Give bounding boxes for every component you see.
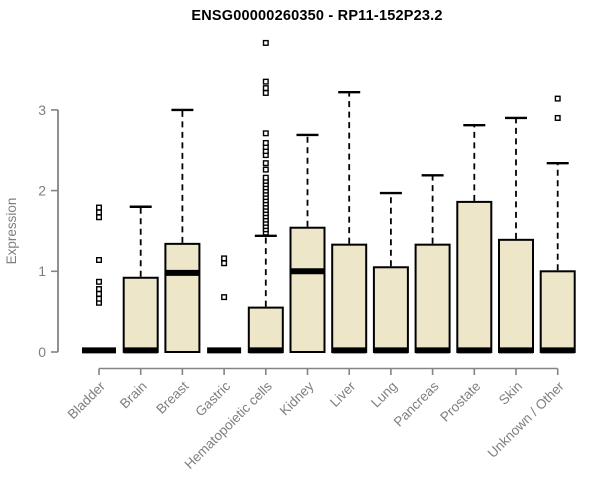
outlier-point — [262, 166, 269, 173]
outlier-point — [262, 139, 269, 146]
x-axis-label-brain: Brain — [117, 379, 150, 412]
x-axis-label-prostate: Prostate — [437, 379, 483, 425]
outlier-point — [95, 278, 102, 285]
box-group-hematopoietic-cells — [247, 39, 284, 354]
outlier-point — [262, 130, 269, 137]
outlier-point — [262, 85, 269, 92]
box-group-skin — [498, 116, 534, 354]
box-group-breast — [164, 108, 201, 353]
chart-title: ENSG00000260350 - RP11-152P23.2 — [191, 8, 443, 24]
y-tick-label: 3 — [38, 102, 46, 118]
x-axis-label-breast: Breast — [153, 378, 191, 416]
box-rect — [164, 242, 201, 353]
outlier-point — [262, 39, 269, 46]
box-rect — [122, 276, 159, 354]
x-axis-label-liver: Liver — [327, 378, 359, 410]
outlier-point — [221, 294, 228, 301]
box-group-gastric — [207, 255, 242, 354]
outlier-point — [262, 174, 269, 181]
x-axis-label-gastric: Gastric — [192, 378, 233, 419]
box-rect — [456, 200, 493, 353]
box-rect — [498, 238, 534, 353]
outlier-point — [221, 260, 228, 267]
box-group-unknown-other — [539, 95, 576, 354]
outlier-point — [95, 209, 102, 216]
x-axis-label-unknown-other: Unknown / Other — [485, 378, 568, 461]
x-axis-label-lung: Lung — [368, 379, 400, 411]
y-axis-title: Expression — [4, 198, 19, 265]
outlier-point — [554, 95, 561, 102]
y-tick-label: 0 — [38, 344, 46, 360]
x-axis-label-pancreas: Pancreas — [391, 378, 442, 429]
outlier-point — [262, 78, 269, 85]
outlier-point — [95, 295, 102, 302]
box-group-bladder — [82, 204, 116, 354]
box-group-pancreas — [414, 174, 451, 354]
box-group-brain — [122, 205, 159, 354]
outlier-point — [95, 204, 102, 211]
box-rect — [372, 266, 409, 354]
box-rect — [539, 270, 576, 353]
outlier-point — [95, 290, 102, 297]
box-group-prostate — [456, 124, 493, 354]
y-tick-label: 1 — [38, 263, 46, 279]
box-group-lung — [372, 191, 409, 354]
box-group-kidney — [289, 133, 326, 353]
outlier-point — [262, 160, 269, 167]
outlier-point — [95, 214, 102, 221]
outlier-point — [95, 257, 102, 264]
box-rect — [289, 226, 326, 353]
x-axis-label-skin: Skin — [496, 379, 525, 408]
box-group-liver — [331, 90, 368, 354]
y-tick-label: 2 — [38, 183, 46, 199]
x-axis-label-bladder: Bladder — [65, 378, 109, 422]
box-rect — [414, 243, 451, 354]
outlier-point — [554, 114, 561, 121]
x-axis-label-kidney: Kidney — [277, 378, 317, 418]
box-rect — [331, 243, 368, 354]
outlier-point — [262, 89, 269, 96]
outlier-point — [95, 286, 102, 293]
box-rect — [247, 306, 284, 353]
outlier-point — [221, 255, 228, 262]
